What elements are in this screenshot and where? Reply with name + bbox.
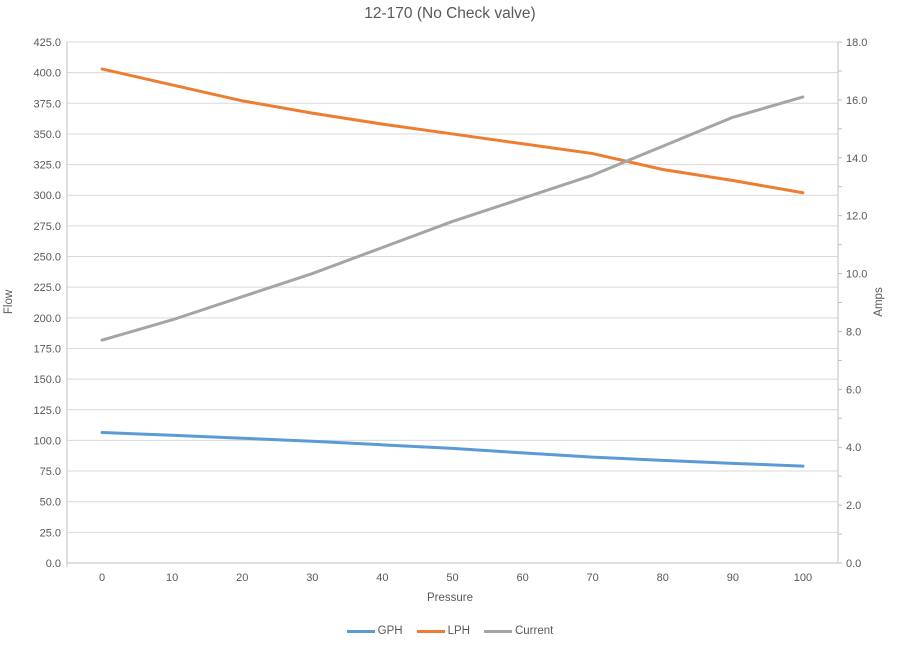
legend: GPH LPH Current bbox=[0, 625, 900, 637]
x-axis-tick-label: 80 bbox=[657, 572, 669, 584]
right-axis-tick-label: 0.0 bbox=[846, 558, 861, 570]
left-axis-tick-label: 50.0 bbox=[40, 497, 61, 509]
left-axis-tick-label: 350.0 bbox=[33, 129, 61, 141]
legend-item-current: Current bbox=[483, 625, 554, 637]
left-axis-tick-label: 100.0 bbox=[33, 435, 61, 447]
left-axis-tick-label: 125.0 bbox=[33, 405, 61, 417]
left-axis-tick-label: 400.0 bbox=[33, 68, 61, 80]
x-axis-tick-label: 20 bbox=[236, 572, 248, 584]
x-axis-tick-label: 100 bbox=[794, 572, 812, 584]
right-axis-tick-label: 12.0 bbox=[846, 211, 867, 223]
left-axis-tick-label: 300.0 bbox=[33, 190, 61, 202]
x-axis-tick-label: 60 bbox=[516, 572, 528, 584]
left-axis-tick-label: 200.0 bbox=[33, 313, 61, 325]
legend-line-swatch bbox=[483, 629, 512, 633]
x-axis-tick-label: 10 bbox=[166, 572, 178, 584]
left-axis-title: Flow bbox=[3, 289, 15, 315]
legend-label: GPH bbox=[377, 625, 403, 637]
left-axis-tick-label: 175.0 bbox=[33, 343, 61, 355]
series-line-gph bbox=[100, 430, 805, 468]
right-axis-tick-label: 2.0 bbox=[846, 500, 861, 512]
series-line-current bbox=[100, 95, 805, 342]
x-axis-tick-label: 0 bbox=[99, 572, 105, 584]
series-line-lph bbox=[100, 67, 805, 195]
left-axis-tick-label: 375.0 bbox=[33, 98, 61, 110]
legend-line-swatch bbox=[346, 629, 375, 633]
x-axis-tick-label: 70 bbox=[587, 572, 599, 584]
right-axis-tick-label: 8.0 bbox=[846, 326, 861, 338]
legend-label: Current bbox=[514, 625, 554, 637]
left-axis-tick-label: 0.0 bbox=[46, 558, 61, 570]
x-axis-title: Pressure bbox=[426, 592, 474, 604]
x-axis-tick-label: 30 bbox=[306, 572, 318, 584]
legend-label: LPH bbox=[447, 625, 470, 637]
right-axis-title: Amps bbox=[873, 287, 885, 317]
right-axis-tick-label: 10.0 bbox=[846, 269, 867, 281]
legend-item-lph: LPH bbox=[416, 625, 470, 637]
left-axis-tick-label: 75.0 bbox=[40, 466, 61, 478]
x-axis-tick-label: 50 bbox=[446, 572, 458, 584]
left-axis-tick-label: 325.0 bbox=[33, 160, 61, 172]
right-axis-tick-label: 16.0 bbox=[846, 95, 867, 107]
x-axis-tick-label: 90 bbox=[727, 572, 739, 584]
legend-item-gph: GPH bbox=[346, 625, 403, 637]
left-axis-tick-label: 275.0 bbox=[33, 221, 61, 233]
right-axis-tick-label: 18.0 bbox=[846, 37, 867, 49]
left-axis-tick-label: 425.0 bbox=[33, 37, 61, 49]
left-axis-tick-label: 225.0 bbox=[33, 282, 61, 294]
x-axis-tick-label: 40 bbox=[376, 572, 388, 584]
legend-line-swatch bbox=[416, 629, 445, 633]
left-axis-tick-label: 150.0 bbox=[33, 374, 61, 386]
right-axis-tick-label: 4.0 bbox=[846, 442, 861, 454]
left-axis-tick-label: 250.0 bbox=[33, 252, 61, 264]
left-axis-tick-label: 25.0 bbox=[40, 527, 61, 539]
chart-title: 12-170 (No Check valve) bbox=[364, 5, 536, 22]
right-axis-tick-label: 14.0 bbox=[846, 153, 867, 165]
right-axis-tick-label: 6.0 bbox=[846, 384, 861, 396]
